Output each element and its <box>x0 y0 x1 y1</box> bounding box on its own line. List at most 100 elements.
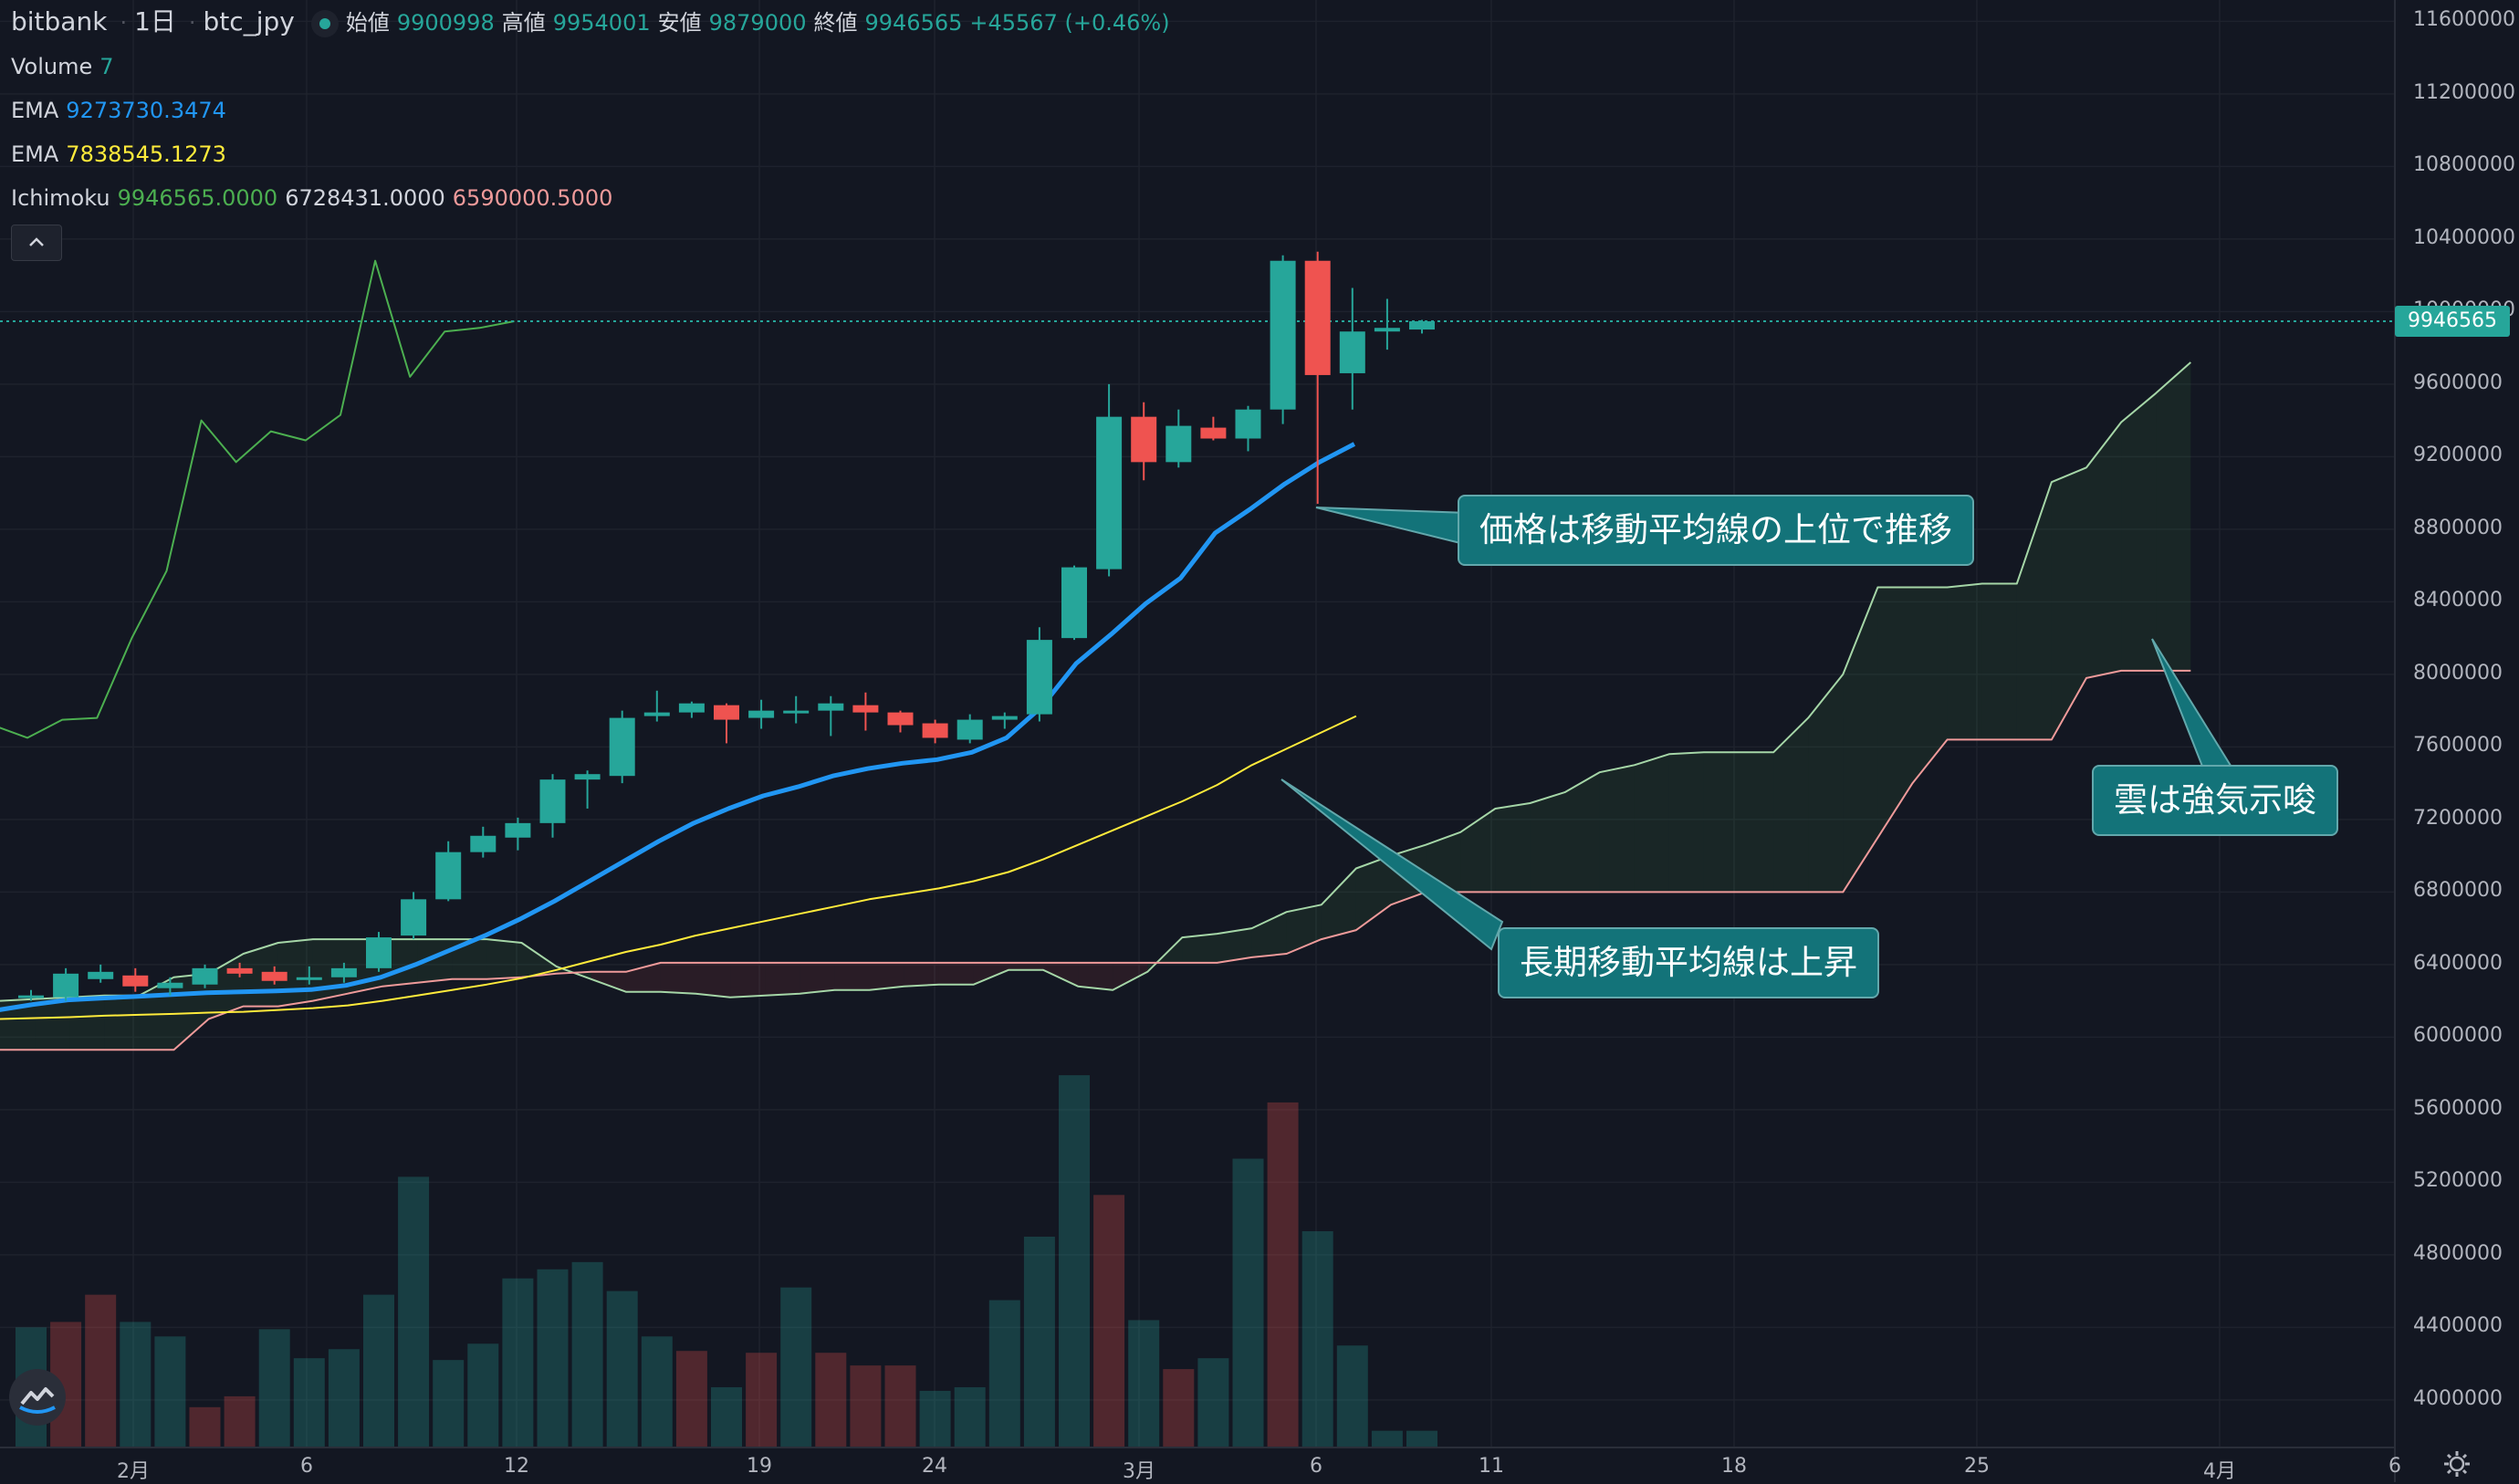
tradingview-logo-icon[interactable] <box>9 1369 66 1426</box>
price-tick-label: 4000000 <box>2413 1386 2503 1410</box>
volume-bar <box>433 1360 465 1447</box>
cloud-segment <box>1286 904 1322 954</box>
candle-body <box>678 703 705 713</box>
price-tick-label: 7200000 <box>2413 806 2503 830</box>
cloud-segment <box>1912 587 1948 784</box>
ema-slow-legend[interactable]: EMA 7838545.1273 <box>11 140 234 169</box>
volume-bar <box>293 1358 325 1447</box>
high-value: 9954001 <box>552 10 651 36</box>
ichimoku-cloud <box>0 361 2191 1051</box>
candle-up <box>818 695 844 737</box>
price-tick-label: 5200000 <box>2413 1169 2503 1193</box>
candle-up <box>366 932 392 972</box>
cloud-segment <box>800 962 835 994</box>
ichimoku-value-2: 6728431.0000 <box>285 185 445 211</box>
callout-cloud-bullish: 雲は強気示唆 <box>2092 765 2338 836</box>
candle-up <box>1096 383 1123 577</box>
volume-legend[interactable]: Volume 7 <box>11 52 121 81</box>
cloud-segment <box>2156 362 2191 671</box>
candle-up <box>1409 319 1435 334</box>
candlesticks <box>18 251 1435 1001</box>
candle-body <box>122 975 149 987</box>
volume-bar <box>258 1329 290 1447</box>
time-tick-label: 6 <box>300 1455 313 1478</box>
cloud-segment <box>1008 962 1043 970</box>
volume-bar <box>85 1294 117 1447</box>
cloud-segment <box>1877 587 1913 838</box>
price-tick-label: 4800000 <box>2413 1241 2503 1265</box>
indicator-lines <box>0 259 1357 1020</box>
candle-down <box>852 692 879 731</box>
candle-body <box>226 967 253 974</box>
volume-bar <box>189 1406 221 1447</box>
candle-up <box>1339 287 1365 410</box>
time-tick-label: 12 <box>504 1455 529 1478</box>
close-label: 終値 <box>813 10 858 36</box>
candle-body <box>818 703 844 711</box>
candle-body <box>991 716 1018 720</box>
candle-body <box>643 712 670 716</box>
gear-icon[interactable] <box>2442 1449 2472 1479</box>
cloud-segment <box>1739 752 1774 893</box>
candle-body <box>296 977 322 980</box>
price-tick-label: 9600000 <box>2413 371 2503 394</box>
candle-up <box>88 964 114 983</box>
volume-bar <box>224 1395 256 1447</box>
ichimoku-legend[interactable]: Ichimoku 9946565.0000 6728431.0000 6590000.… <box>11 183 620 213</box>
candle-up <box>296 966 322 985</box>
candle-body <box>1304 260 1331 375</box>
candle-up <box>401 892 427 940</box>
callout-price-above-ema: 価格は移動平均線の上位で推移 <box>1458 495 1974 566</box>
volume-bar <box>988 1300 1020 1447</box>
candle-down <box>887 710 914 733</box>
interval-label[interactable]: 1日 <box>134 6 176 37</box>
ema-slow-line <box>0 715 1357 1020</box>
candle-up <box>53 967 79 1001</box>
cloud-segment <box>695 962 731 998</box>
volume-bar <box>711 1386 742 1447</box>
change-value: +45567 (+0.46%) <box>969 10 1170 36</box>
volume-bar <box>919 1390 951 1447</box>
collapse-legend-button[interactable] <box>11 225 62 261</box>
current-price-tag: 9946565 <box>2395 306 2510 337</box>
candle-up <box>18 989 44 1001</box>
volume-bar <box>1232 1158 1264 1447</box>
candle-body <box>956 719 983 740</box>
candle-up <box>539 774 566 838</box>
candle-up <box>435 841 462 902</box>
candle-body <box>1026 640 1052 715</box>
ichimoku-label: Ichimoku <box>11 185 110 211</box>
volume-bar <box>398 1176 430 1447</box>
volume-bar <box>641 1336 673 1447</box>
callout-pointer-price <box>1315 507 1469 546</box>
price-tick-label: 4400000 <box>2413 1314 2503 1338</box>
price-tick-label: 11600000 <box>2413 8 2515 32</box>
candle-body <box>330 967 357 977</box>
cloud-segment <box>486 939 522 979</box>
candle-up <box>609 710 635 784</box>
exchange-name[interactable]: bitbank <box>11 6 108 37</box>
price-tick-label: 6800000 <box>2413 879 2503 903</box>
candle-down <box>122 967 149 992</box>
candle-up <box>1165 409 1192 468</box>
cloud-segment <box>1634 754 1669 893</box>
volume-bar <box>1267 1102 1299 1447</box>
low-label: 安値 <box>657 10 702 36</box>
symbol-name[interactable]: btc_jpy <box>203 6 295 37</box>
cloud-segment <box>1668 752 1704 893</box>
time-tick-label: 2月 <box>117 1460 150 1483</box>
cloud-segment <box>834 962 870 990</box>
time-tick-label: 3月 <box>1123 1460 1155 1483</box>
candle-up <box>1235 405 1261 452</box>
price-tick-label: 7600000 <box>2413 734 2503 758</box>
lagging-span-line <box>0 259 515 739</box>
volume-bar <box>1406 1430 1437 1447</box>
ema-fast-legend[interactable]: EMA 9273730.3474 <box>11 96 234 125</box>
volume-bar <box>120 1322 152 1447</box>
cloud-segment <box>35 997 70 1050</box>
cloud-segment <box>1043 962 1079 987</box>
candle-up <box>991 712 1018 729</box>
candle-up <box>330 962 357 983</box>
volume-bar <box>780 1287 812 1447</box>
